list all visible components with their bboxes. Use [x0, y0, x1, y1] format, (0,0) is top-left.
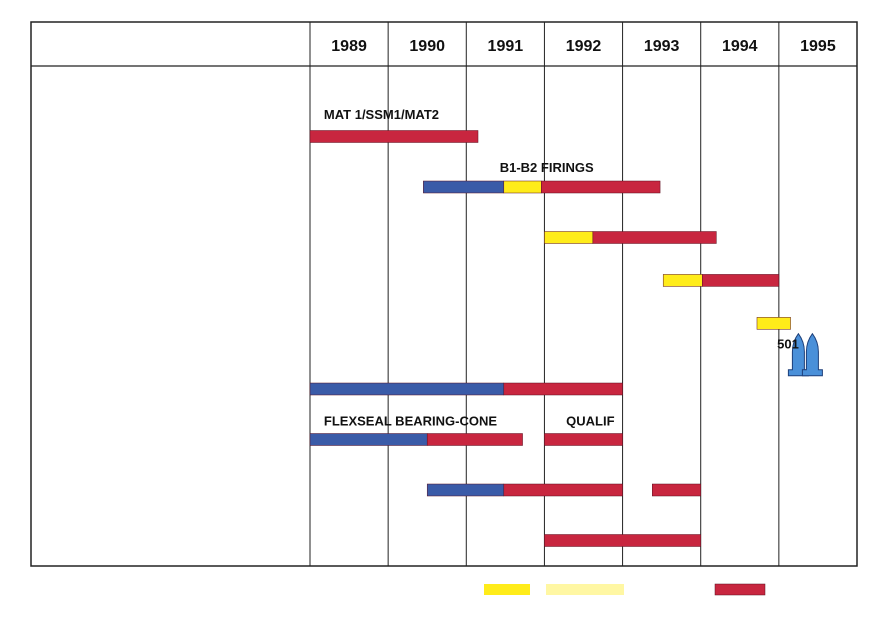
bars-layer — [309, 130, 823, 547]
year-label: 1989 — [331, 38, 367, 55]
gantt-bar-development — [423, 180, 505, 194]
gantt-bar-qualification — [544, 534, 701, 547]
gantt-bar-development — [309, 433, 428, 446]
year-label: 1990 — [409, 38, 445, 55]
gantt-bar-qualification — [426, 433, 523, 446]
bar-annotation: 501 — [777, 337, 799, 352]
year-label: 1991 — [488, 38, 524, 55]
bar-annotation: QUALIF — [566, 413, 614, 428]
rocket-icon — [787, 332, 823, 377]
gantt-bar-development — [309, 382, 505, 396]
gantt-bar-qualification — [309, 130, 479, 143]
year-label: 1993 — [644, 38, 680, 55]
gantt-bar-qualification — [503, 483, 623, 497]
gantt-bar-qualification — [652, 483, 701, 497]
bar-annotation: MAT 1/SSM1/MAT2 — [324, 107, 439, 122]
gantt-bar-qualification — [592, 231, 717, 244]
legend-swatch-flight-light — [546, 584, 624, 595]
year-label: 1992 — [566, 38, 602, 55]
gantt-bar-development — [426, 483, 505, 497]
rocket-shape — [801, 332, 823, 377]
year-label: 1995 — [800, 38, 836, 55]
rocket-shape — [787, 332, 809, 377]
gantt-bar-flight — [756, 317, 791, 330]
legend — [484, 583, 766, 596]
gantt-bar-qualification — [702, 274, 780, 287]
gantt-bar-flight — [544, 231, 594, 244]
gantt-bar-qualification — [541, 180, 661, 194]
year-label: 1994 — [722, 38, 758, 55]
gantt-bar-flight — [503, 180, 542, 194]
grid-layer — [30, 21, 858, 567]
legend-swatch-qualification — [714, 583, 766, 596]
gantt-bar-flight — [662, 274, 703, 287]
bar-annotation: B1-B2 FIRINGS — [500, 160, 594, 175]
gantt-bar-qualification — [544, 433, 623, 446]
bar-annotation: FLEXSEAL BEARING-CONE — [324, 413, 497, 428]
chart-frame — [30, 21, 858, 567]
legend-swatch-flight — [484, 584, 530, 595]
gantt-bar-qualification — [503, 382, 623, 396]
text-layer: 1989 1990 1991 1992 1993 1994 1995 MAT 1/SSM1/M… — [324, 38, 836, 428]
